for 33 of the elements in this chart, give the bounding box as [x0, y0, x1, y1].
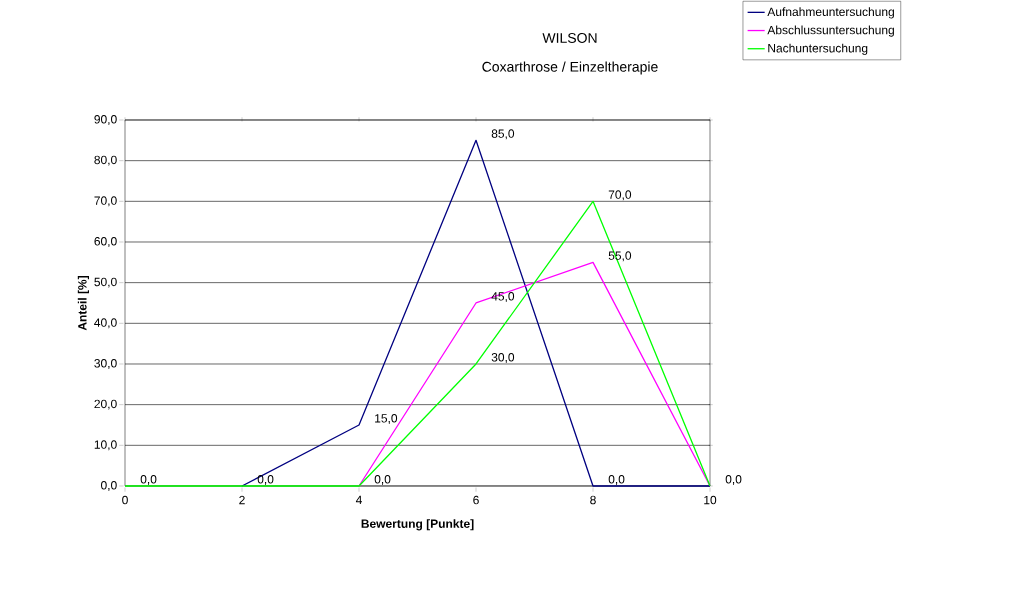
x-tick-label: 0	[122, 495, 128, 505]
data-label: 70,0	[608, 190, 632, 201]
x-tick-label: 4	[355, 495, 362, 505]
y-tick-label: 90,0	[94, 115, 117, 125]
data-label: 30,0	[491, 353, 515, 363]
x-tick-label: 6	[473, 495, 479, 505]
y-tick-label: 80,0	[94, 155, 117, 166]
y-tick-label: 30,0	[94, 359, 117, 369]
legend-label: Nachuntersuchung	[768, 43, 868, 55]
chart-subtitle: Coxarthrose / Einzeltherapie	[482, 61, 658, 75]
y-tick-label: 70,0	[94, 196, 117, 207]
data-label: 0,0	[725, 475, 742, 485]
data-label: 0,0	[140, 475, 157, 485]
y-tick-label: 20,0	[94, 399, 117, 410]
data-label: 85,0	[491, 129, 515, 140]
x-axis-title: Bewertung [Punkte]	[361, 519, 474, 531]
legend-label: Aufnahmeuntersuchung	[767, 7, 894, 19]
x-tick-label: 8	[590, 495, 596, 505]
x-tick-label: 10	[704, 495, 717, 505]
x-tick-label: 2	[239, 495, 245, 505]
data-label: 0,0	[374, 475, 391, 485]
y-tick-label: 10,0	[94, 440, 117, 451]
y-tick-label: 50,0	[94, 277, 117, 288]
y-tick-label: 0,0	[101, 481, 117, 491]
y-axis-title: Anteil [%]	[77, 276, 89, 331]
y-tick-label: 40,0	[94, 318, 117, 329]
data-label: 0,0	[608, 475, 625, 485]
data-label: 45,0	[491, 292, 515, 302]
data-label: 15,0	[375, 414, 398, 424]
data-label: 0,0	[257, 475, 274, 485]
y-tick-label: 60,0	[94, 237, 117, 247]
legend-label: Abschlussuntersuchung	[767, 25, 894, 37]
chart-title: WILSON	[542, 33, 597, 43]
